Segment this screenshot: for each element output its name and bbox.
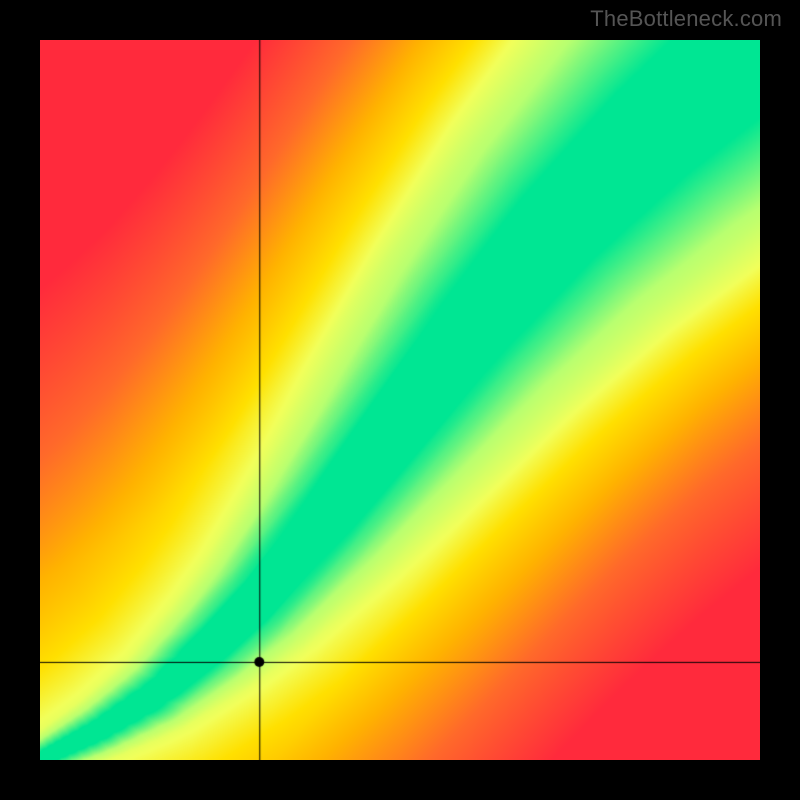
heatmap-plot [40,40,760,760]
watermark-text: TheBottleneck.com [590,6,782,32]
heatmap-canvas [40,40,760,760]
chart-container: TheBottleneck.com [0,0,800,800]
